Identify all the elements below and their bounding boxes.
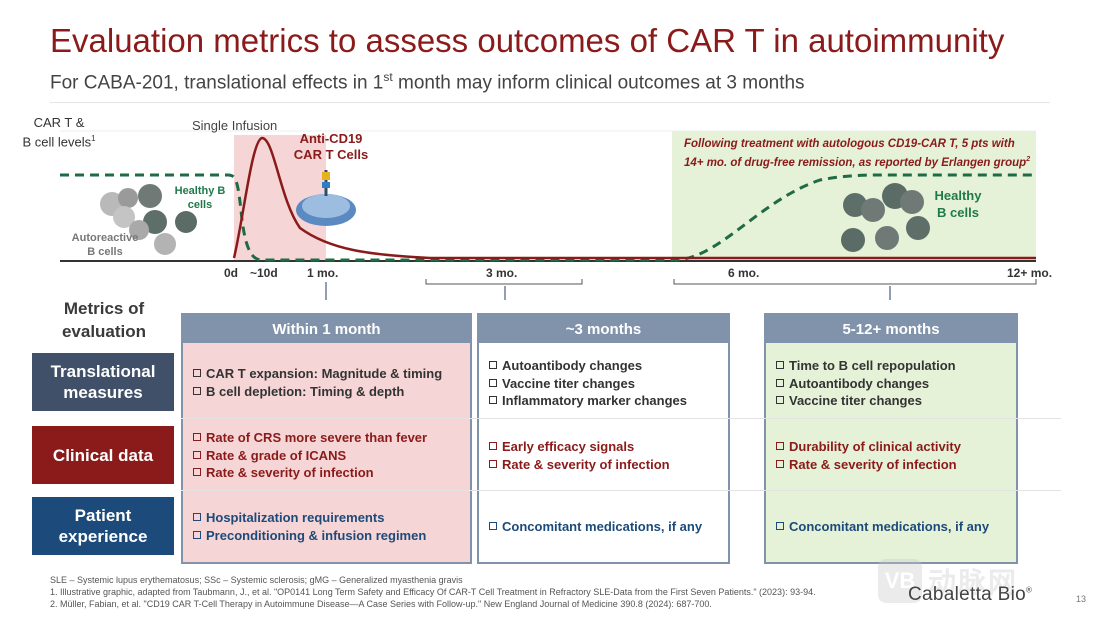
arrow-1mo bbox=[325, 282, 327, 300]
column-header: Within 1 month bbox=[183, 315, 470, 343]
page-subtitle: For CABA-201, translational effects in 1… bbox=[50, 70, 805, 94]
remission-note: Following treatment with autologous CD19… bbox=[684, 138, 1031, 169]
tick-10d: ~10d bbox=[250, 266, 278, 280]
car-t-cell-icon bbox=[296, 170, 356, 226]
column-within-1-month: Within 1 month CAR T expansion: Magnitud… bbox=[181, 313, 472, 564]
clinical-cell: Early efficacy signals Rate & severity o… bbox=[489, 438, 724, 473]
patient-cell: Concomitant medications, if any bbox=[489, 518, 724, 536]
tick-0d: 0d bbox=[224, 266, 239, 280]
list-item: Concomitant medications, if any bbox=[489, 518, 724, 536]
autoreactive-b-cells-left bbox=[100, 184, 197, 255]
row-separator bbox=[181, 418, 1061, 419]
list-item: Vaccine titer changes bbox=[776, 392, 1012, 410]
footnote-2: 2. Müller, Fabian, et al. "CD19 CAR T-Ce… bbox=[50, 599, 712, 609]
watermark: VB 动脉网 bbox=[878, 557, 1028, 605]
list-item: Durability of clinical activity bbox=[776, 438, 1012, 456]
column-header: ~3 months bbox=[479, 315, 728, 343]
page-number: 13 bbox=[1076, 594, 1087, 604]
car-t-expansion-curve bbox=[232, 136, 1036, 260]
tick-6mo: 6 mo. bbox=[728, 266, 760, 280]
watermark-text: 动脉网 bbox=[928, 567, 1019, 598]
company-logo: Cabaletta Bio® bbox=[908, 584, 1033, 605]
single-infusion-label: Single Infusion bbox=[192, 118, 278, 133]
tick-1mo: 1 mo. bbox=[307, 266, 339, 280]
bracket-6mo bbox=[673, 279, 1037, 285]
list-item: B cell depletion: Timing & depth bbox=[193, 383, 466, 401]
list-item: Early efficacy signals bbox=[489, 438, 724, 456]
tick-3mo: 3 mo. bbox=[486, 266, 518, 280]
list-item: Autoantibody changes bbox=[489, 357, 724, 375]
list-item: Concomitant medications, if any bbox=[776, 518, 1012, 536]
car-t-label: Anti-CD19 CAR T Cells bbox=[293, 131, 369, 162]
row-separator bbox=[181, 490, 1061, 491]
row-label-clinical: Clinical data bbox=[32, 426, 174, 484]
row-label-translational: Translational measures bbox=[32, 353, 174, 411]
column-header: 5-12+ months bbox=[766, 315, 1016, 343]
column-body: Time to B cell repopulation Autoantibody… bbox=[766, 343, 1016, 562]
watermark-badge: VB bbox=[878, 559, 922, 603]
list-item: CAR T expansion: Magnitude & timing bbox=[193, 365, 466, 383]
timeline-diagram bbox=[60, 130, 1037, 300]
list-item: Inflammatory marker changes bbox=[489, 392, 724, 410]
list-item: Rate of CRS more severe than fever bbox=[193, 429, 466, 447]
list-item: Hospitalization requirements bbox=[193, 509, 466, 527]
list-item: Time to B cell repopulation bbox=[776, 357, 1012, 375]
footnote-abbreviations: SLE – Systemic lupus erythematosus; SSc … bbox=[50, 575, 463, 585]
list-item: Vaccine titer changes bbox=[489, 375, 724, 393]
arrow-12mo bbox=[889, 286, 891, 300]
autoreactive-b-cells-label: Autoreactive B cells bbox=[71, 232, 139, 258]
column-3-months: ~3 months Autoantibody changes Vaccine t… bbox=[477, 313, 730, 564]
page-title: Evaluation metrics to assess outcomes of… bbox=[50, 22, 1005, 59]
translational-cell: Autoantibody changes Vaccine titer chang… bbox=[489, 357, 724, 410]
clinical-cell: Rate of CRS more severe than fever Rate … bbox=[193, 429, 466, 482]
list-item: Rate & severity of infection bbox=[489, 456, 724, 474]
translational-cell: Time to B cell repopulation Autoantibody… bbox=[776, 357, 1012, 410]
row-label-patient: Patient experience bbox=[32, 497, 174, 555]
title-divider bbox=[50, 102, 1050, 103]
tick-12mo: 12+ mo. bbox=[1007, 266, 1053, 280]
list-item: Rate & grade of ICANS bbox=[193, 447, 466, 465]
list-item: Autoantibody changes bbox=[776, 375, 1012, 393]
metrics-header: Metrics of evaluation bbox=[61, 299, 147, 341]
bracket-3mo bbox=[425, 279, 583, 285]
patient-cell: Concomitant medications, if any bbox=[776, 518, 1012, 536]
patient-cell: Hospitalization requirements Preconditio… bbox=[193, 509, 466, 544]
arrow-3mo bbox=[504, 286, 506, 300]
column-body: Autoantibody changes Vaccine titer chang… bbox=[479, 343, 728, 562]
list-item: Preconditioning & infusion regimen bbox=[193, 527, 466, 545]
list-item: Rate & severity of infection bbox=[776, 456, 1012, 474]
healthy-b-cells-right bbox=[841, 183, 930, 252]
column-5-12-months: 5-12+ months Time to B cell repopulation… bbox=[764, 313, 1018, 564]
footnote-1: 1. Illustrative graphic, adapted from Ta… bbox=[50, 587, 816, 597]
column-body: CAR T expansion: Magnitude & timing B ce… bbox=[183, 343, 470, 562]
y-axis-label: CAR T & B cell levels1 bbox=[22, 115, 96, 150]
list-item: Rate & severity of infection bbox=[193, 464, 466, 482]
translational-cell: CAR T expansion: Magnitude & timing B ce… bbox=[193, 365, 466, 400]
healthy-b-cells-label: Healthy B cells bbox=[934, 188, 982, 220]
clinical-cell: Durability of clinical activity Rate & s… bbox=[776, 438, 1012, 473]
